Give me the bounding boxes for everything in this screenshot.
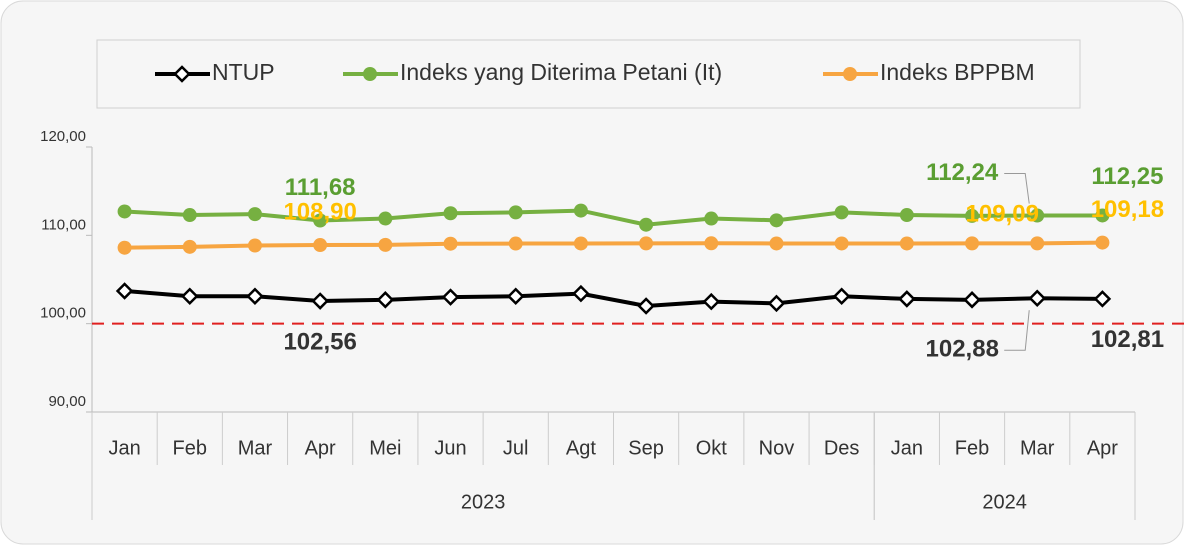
marker: [247, 238, 262, 253]
data-label: 109,09: [966, 201, 1039, 228]
x-tick-label: Apr: [1087, 437, 1118, 459]
marker: [639, 217, 654, 232]
series-line: [124, 240, 1103, 250]
marker: [115, 282, 134, 300]
marker: [898, 290, 916, 308]
y-tick-label: 90,00: [48, 393, 86, 410]
data-label: 102,56: [283, 328, 356, 355]
marker: [1095, 235, 1110, 250]
data-label: 108,90: [283, 198, 356, 225]
marker: [117, 240, 132, 255]
marker: [963, 291, 981, 309]
leader-line: [1004, 173, 1030, 204]
x-tick-label: Mar: [1020, 437, 1055, 459]
marker: [443, 206, 458, 221]
marker: [702, 292, 721, 311]
legend-marker: [843, 67, 857, 81]
marker: [1030, 236, 1045, 251]
legend-label: Indeks yang Diterima Petani (It): [400, 59, 722, 85]
marker: [443, 236, 458, 251]
marker: [378, 211, 393, 226]
data-label: 102,88: [926, 336, 999, 363]
legend-label: NTUP: [212, 59, 275, 85]
data-label: 112,25: [1091, 163, 1163, 190]
marker: [181, 287, 199, 306]
marker: [704, 236, 719, 251]
x-tick-label: Apr: [305, 437, 336, 459]
x-tick-label: Feb: [955, 437, 989, 459]
marker: [639, 236, 654, 251]
x-tick-label: Jan: [891, 437, 923, 459]
marker: [117, 204, 132, 219]
marker: [834, 236, 849, 251]
marker: [899, 208, 914, 223]
marker: [767, 294, 786, 313]
marker: [376, 291, 395, 309]
marker: [637, 297, 655, 315]
marker: [965, 208, 980, 223]
x-tick-label: Jul: [503, 437, 529, 459]
marker: [182, 239, 197, 254]
marker: [899, 236, 914, 251]
marker: [508, 236, 523, 251]
x-tick-label: Jan: [108, 437, 140, 459]
marker: [704, 211, 719, 226]
leader-line: [1004, 310, 1030, 351]
y-tick-label: 120,00: [40, 128, 86, 145]
marker: [246, 287, 264, 306]
marker: [508, 205, 523, 220]
group-label: 2023: [461, 491, 506, 513]
x-tick-label: Feb: [173, 437, 207, 459]
x-tick-label: Nov: [759, 437, 795, 459]
marker: [378, 237, 393, 252]
marker: [769, 236, 784, 251]
x-tick-label: Agt: [566, 437, 596, 459]
marker: [311, 292, 329, 310]
x-tick-label: Mar: [238, 437, 273, 459]
marker: [572, 284, 590, 303]
data-label: 102,81: [1091, 326, 1164, 353]
series-line: [124, 208, 1103, 227]
group-label: 2024: [982, 491, 1027, 513]
x-tick-label: Jun: [434, 437, 466, 459]
x-tick-label: Mei: [369, 437, 401, 459]
data-label: 112,24: [926, 159, 999, 186]
legend-box: [96, 39, 1081, 109]
marker: [834, 205, 849, 220]
y-tick-label: 100,00: [40, 305, 86, 322]
marker: [1030, 208, 1045, 223]
marker: [832, 287, 851, 306]
marker: [1095, 208, 1110, 223]
marker: [247, 207, 262, 222]
marker: [769, 213, 784, 228]
marker: [313, 213, 328, 228]
marker: [573, 203, 588, 218]
marker: [313, 238, 328, 253]
marker: [965, 236, 980, 251]
data-label: 109,18: [1091, 196, 1164, 223]
marker: [441, 288, 460, 306]
legend-marker: [173, 65, 191, 83]
marker: [506, 287, 525, 306]
marker: [1093, 290, 1112, 308]
legend-marker: [363, 67, 377, 81]
y-tick-label: 110,00: [41, 216, 86, 233]
series-line: [124, 288, 1103, 309]
x-tick-label: Okt: [696, 437, 728, 459]
x-tick-label: Sep: [628, 437, 664, 459]
data-label: 111,68: [285, 174, 356, 201]
x-tick-label: Des: [824, 437, 860, 459]
marker: [1028, 289, 1046, 307]
legend-label: Indeks BPPBM: [880, 59, 1035, 85]
marker: [182, 208, 197, 223]
marker: [573, 236, 588, 251]
